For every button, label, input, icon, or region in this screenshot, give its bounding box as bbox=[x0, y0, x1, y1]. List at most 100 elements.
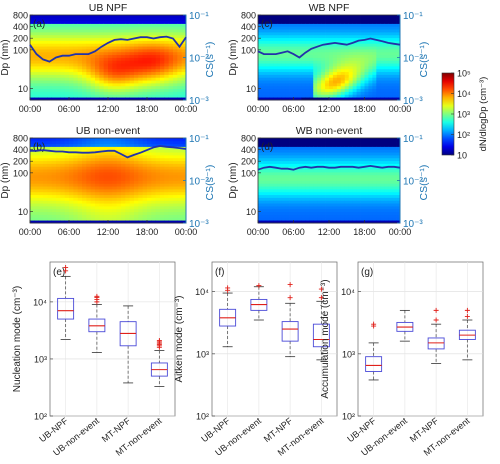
heatmap-cell bbox=[108, 68, 113, 73]
heatmap-cell bbox=[168, 15, 174, 19]
heatmap-cell bbox=[116, 20, 122, 24]
heatmap-cell bbox=[336, 189, 342, 193]
heatmap-cell bbox=[99, 60, 105, 64]
heatmap-cell bbox=[125, 197, 131, 201]
heatmap-cell bbox=[277, 186, 283, 190]
heatmap-cell bbox=[392, 172, 397, 176]
heatmap-cell bbox=[364, 183, 369, 187]
cs-axis-label: CS(s⁻¹) bbox=[418, 165, 430, 201]
heatmap-cell bbox=[82, 26, 87, 30]
heatmap-cell bbox=[281, 46, 287, 50]
heatmap-cell bbox=[258, 217, 263, 221]
heatmap-cell bbox=[376, 140, 381, 145]
heatmap-cell bbox=[297, 43, 302, 47]
heatmap-cell bbox=[309, 191, 314, 196]
heatmap-cell bbox=[317, 189, 322, 193]
heatmap-cell bbox=[56, 60, 61, 64]
heatmap-cell bbox=[269, 29, 275, 33]
heatmap-cell bbox=[142, 74, 148, 78]
heatmap-cell bbox=[60, 66, 66, 70]
heatmap-cell bbox=[51, 180, 57, 184]
heatmap-cell bbox=[168, 149, 174, 153]
heatmap-cell bbox=[99, 169, 105, 173]
heatmap-cell bbox=[261, 60, 267, 64]
heatmap-cell bbox=[30, 211, 35, 215]
heatmap-cell bbox=[352, 214, 358, 218]
heatmap-cell bbox=[281, 155, 287, 159]
heatmap-cell bbox=[368, 80, 373, 84]
heatmap-cell bbox=[177, 220, 183, 224]
heatmap-cell bbox=[112, 43, 118, 47]
heatmap-cell bbox=[360, 140, 365, 145]
heatmap-cell bbox=[285, 26, 290, 30]
heatmap-cell bbox=[329, 163, 334, 167]
heatmap-cell bbox=[116, 163, 122, 167]
heatmap-cell bbox=[281, 157, 287, 162]
heatmap-cell bbox=[372, 177, 377, 181]
heatmap-cell bbox=[372, 214, 377, 218]
heatmap-cell bbox=[388, 149, 393, 153]
heatmap-cell bbox=[181, 32, 187, 36]
heatmap-cell bbox=[125, 63, 131, 67]
heatmap-cell bbox=[64, 37, 70, 41]
heatmap-cell bbox=[340, 217, 346, 221]
heatmap-cell bbox=[289, 177, 294, 181]
heatmap-cell bbox=[173, 97, 178, 101]
heatmap-cell bbox=[329, 85, 334, 90]
heatmap-cell bbox=[134, 189, 139, 193]
heatmap-cell bbox=[34, 197, 40, 201]
heatmap-cell bbox=[340, 166, 346, 170]
heatmap-cell bbox=[147, 166, 152, 170]
heatmap-cell bbox=[108, 60, 113, 64]
heatmap-cell bbox=[258, 68, 263, 73]
heatmap-cell bbox=[293, 214, 298, 218]
heatmap-cell bbox=[321, 74, 326, 78]
heatmap-cell bbox=[348, 17, 354, 22]
heatmap-cell bbox=[388, 88, 393, 92]
outlier-point bbox=[225, 285, 231, 291]
heatmap-cell bbox=[60, 80, 66, 84]
heatmap-cell bbox=[293, 88, 298, 92]
heatmap-cell bbox=[90, 197, 96, 201]
heatmap-cell bbox=[155, 26, 161, 30]
heatmap-cell bbox=[289, 174, 294, 179]
heatmap-cell bbox=[348, 43, 354, 47]
heatmap-cell bbox=[352, 183, 358, 187]
heatmap-cell bbox=[289, 40, 294, 44]
heatmap-cell bbox=[352, 46, 358, 50]
heatmap-cell bbox=[360, 189, 365, 193]
heatmap-cell bbox=[147, 217, 152, 221]
heatmap-cell bbox=[376, 40, 381, 44]
heatmap-cell bbox=[147, 17, 152, 22]
heatmap-cell bbox=[305, 197, 310, 201]
heatmap-cell bbox=[103, 46, 109, 50]
heatmap-cell bbox=[329, 186, 334, 190]
heatmap-cell bbox=[368, 220, 373, 224]
heatmap-cell bbox=[108, 94, 113, 98]
heatmap-cell bbox=[281, 91, 287, 95]
heatmap-cell bbox=[181, 138, 187, 142]
heatmap-cell bbox=[348, 174, 354, 179]
heatmap-cell bbox=[281, 208, 287, 213]
heatmap-cell bbox=[99, 203, 105, 207]
heatmap-cell bbox=[325, 49, 330, 53]
heatmap-cell bbox=[112, 206, 118, 210]
x-tick-label: 18:00 bbox=[353, 227, 376, 237]
heatmap-cell bbox=[261, 206, 267, 210]
heatmap-cell bbox=[388, 74, 393, 78]
heatmap-cell bbox=[47, 83, 53, 87]
heatmap-cell bbox=[77, 49, 83, 53]
heatmap-cell bbox=[30, 60, 35, 64]
heatmap-cell bbox=[60, 186, 66, 190]
heatmap-cells bbox=[30, 15, 187, 101]
heatmap-cell bbox=[64, 203, 70, 207]
heatmap-cell bbox=[129, 146, 135, 150]
heatmap-cell bbox=[86, 214, 92, 218]
heatmap-cell bbox=[380, 91, 385, 95]
heatmap-cell bbox=[34, 200, 40, 204]
heatmap-cell bbox=[293, 77, 298, 81]
heatmap-cell bbox=[99, 15, 105, 19]
heatmap-cell bbox=[305, 146, 310, 150]
heatmap-cell bbox=[376, 149, 381, 153]
heatmap-cell bbox=[340, 149, 346, 153]
